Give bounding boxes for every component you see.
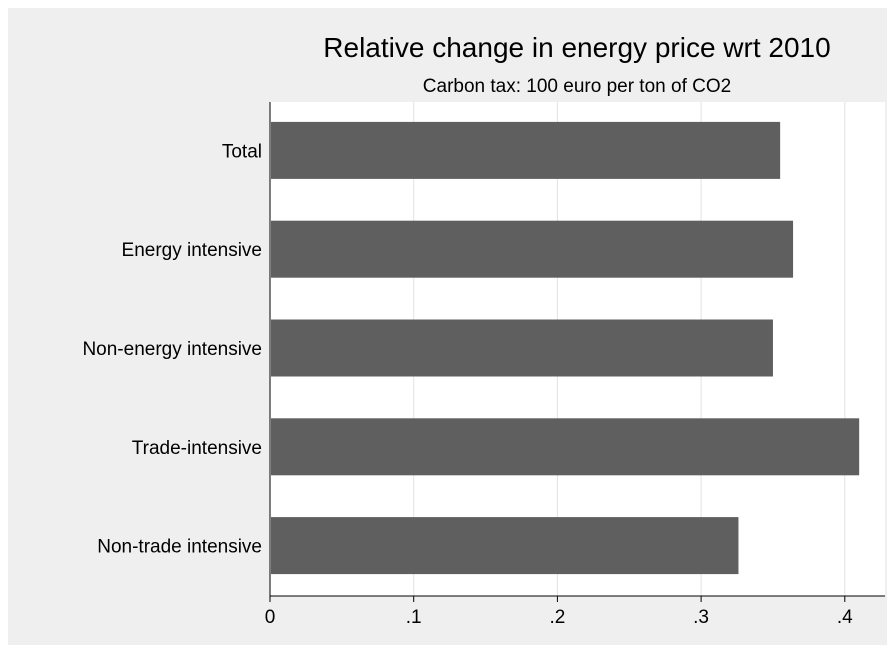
x-tick-label: 0: [265, 607, 276, 628]
chart-subtitle: Carbon tax: 100 euro per ton of CO2: [423, 76, 731, 97]
x-tick-label: .4: [837, 607, 853, 628]
category-label: Non-energy intensive: [82, 339, 262, 360]
x-tick-label: .1: [406, 607, 422, 628]
category-labels: Total Energy intensive Non-energy intensiv…: [82, 141, 262, 557]
x-tick-label: .2: [549, 607, 565, 628]
chart-title: Relative change in energy price wrt 2010: [323, 32, 830, 63]
category-label: Non-trade intensive: [97, 537, 262, 558]
bar: [271, 220, 794, 278]
x-tick-labels: 0 .1 .2 .3 .4: [265, 607, 853, 628]
bar: [271, 517, 739, 575]
category-label: Trade-intensive: [132, 438, 262, 459]
axes: [269, 102, 885, 602]
x-tick-label: .3: [693, 607, 709, 628]
bar: [271, 418, 860, 476]
bar: [271, 319, 773, 377]
category-label: Total: [222, 141, 262, 162]
category-label: Energy intensive: [122, 240, 262, 261]
bar: [271, 121, 781, 179]
bars: [271, 121, 860, 575]
